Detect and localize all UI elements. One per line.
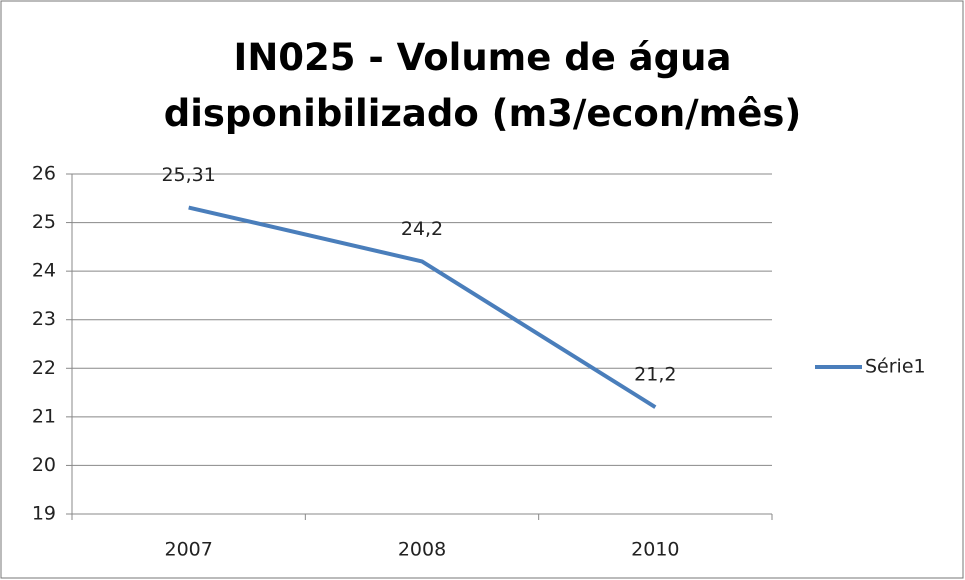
data-label: 24,2: [401, 218, 443, 240]
y-tick-label: 22: [32, 357, 56, 379]
y-tick-label: 19: [32, 503, 56, 525]
x-tick-label: 2007: [164, 539, 212, 561]
y-tick-label: 21: [32, 405, 56, 427]
legend-label: Série1: [865, 356, 926, 378]
x-tick-label: 2010: [631, 539, 679, 561]
y-tick-label: 25: [32, 211, 56, 233]
y-tick-label: 26: [32, 163, 56, 185]
series-line: [188, 205, 657, 409]
x-tick-label: 2008: [398, 539, 446, 561]
data-label: 21,2: [634, 364, 676, 386]
data-label: 25,31: [161, 164, 215, 186]
chart-title: IN025 - Volume de água disponibilizado (…: [163, 36, 802, 135]
y-tick-label: 24: [32, 260, 56, 282]
y-tick-label: 20: [32, 454, 56, 476]
y-tick-label: 23: [32, 308, 56, 330]
